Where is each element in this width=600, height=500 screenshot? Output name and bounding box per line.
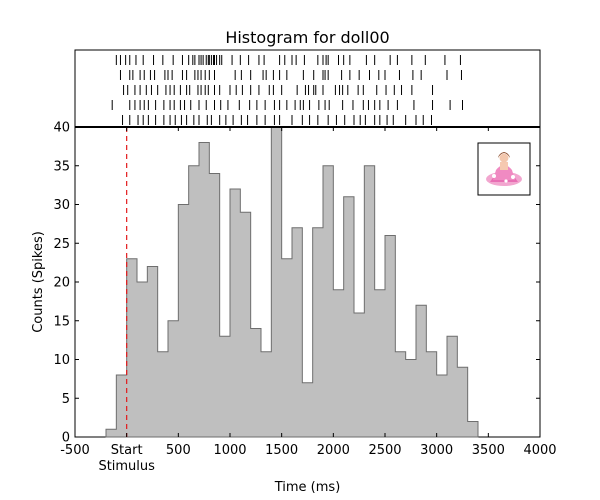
- y-tick-label: 35: [53, 159, 70, 174]
- y-tick-label: 20: [53, 276, 70, 291]
- x-tick-label: 3000: [420, 443, 453, 458]
- y-tick-label: 5: [62, 392, 70, 407]
- x-tick-label: 2000: [317, 443, 350, 458]
- inset-thumbnail: [477, 142, 531, 196]
- x-tick-label: 1500: [265, 443, 298, 458]
- y-tick-label: 0: [62, 431, 70, 446]
- raster-panel: [74, 49, 541, 128]
- x-tick-label: Start: [111, 443, 143, 458]
- y-tick-label: 10: [53, 353, 70, 368]
- x-tick-label: 2500: [368, 443, 401, 458]
- histogram-bars: [105, 126, 479, 438]
- doll-thumbnail-icon: [486, 152, 522, 186]
- y-axis-label: Counts (Spikes): [31, 231, 46, 333]
- x-axis-ticks: -500 Start 500 1000 1500 2000 2500 3000 3500 4000: [60, 127, 557, 458]
- x-tick-label: -500: [60, 443, 90, 458]
- chart-title: Histogram for doll00: [225, 28, 389, 47]
- y-tick-label: 30: [53, 198, 70, 213]
- y-tick-label: 15: [53, 314, 70, 329]
- x-axis-label: Time (ms): [274, 480, 341, 495]
- x-tick-label: 500: [166, 443, 191, 458]
- x-tick-sublabel: Stimulus: [98, 459, 155, 474]
- x-tick-label: 1000: [213, 443, 246, 458]
- x-tick-label: 3500: [472, 443, 505, 458]
- x-tick-label: 4000: [523, 443, 556, 458]
- raster-layer: [111, 55, 463, 125]
- y-axis-ticks: 0 5 10 15 20 25 30 35 40: [53, 121, 540, 446]
- y-tick-label: 25: [53, 237, 70, 252]
- y-tick-label: 40: [53, 121, 70, 136]
